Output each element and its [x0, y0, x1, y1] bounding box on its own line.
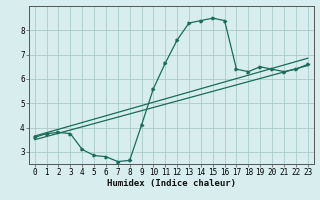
X-axis label: Humidex (Indice chaleur): Humidex (Indice chaleur) [107, 179, 236, 188]
